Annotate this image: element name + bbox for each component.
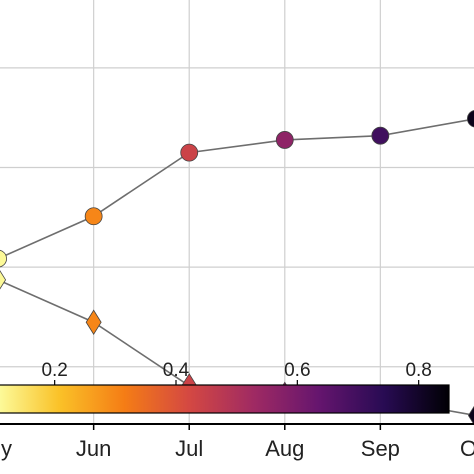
grid: [0, 0, 474, 424]
axes: y Jun Jul Aug Sep O: [0, 423, 474, 461]
x-tick-label: Sep: [361, 436, 400, 461]
diamond-marker: [0, 270, 7, 290]
circle-marker: [371, 126, 390, 145]
circle-marker: [84, 207, 103, 226]
colorbar: 0.2 0.4 0.6 0.8: [0, 360, 450, 414]
diamond-marker: [467, 405, 474, 426]
x-tick-label: O: [460, 436, 474, 461]
colorbar-tick-label: 0.8: [405, 360, 431, 381]
series-line-1: [0, 118, 474, 259]
circle-marker: [467, 110, 474, 128]
x-tick-label: y: [1, 436, 12, 461]
circle-marker: [180, 143, 199, 162]
circle-marker: [275, 131, 294, 149]
x-tick-label: Aug: [265, 436, 304, 461]
colorbar-tick-label: 0.6: [284, 360, 310, 381]
diamond-marker: [85, 309, 102, 335]
colorbar-tick-label: 0.2: [41, 360, 67, 381]
x-tick-label: Jun: [76, 436, 111, 461]
colorbar-tick-label: 0.4: [163, 360, 190, 381]
x-tick-label: Jul: [175, 436, 203, 461]
colorbar-gradient: [0, 384, 450, 414]
x-ticks: y Jun Jul Aug Sep O: [1, 424, 474, 461]
circle-marker: [0, 249, 7, 268]
colorbar-ticks: 0.2 0.4 0.6 0.8: [41, 360, 432, 385]
